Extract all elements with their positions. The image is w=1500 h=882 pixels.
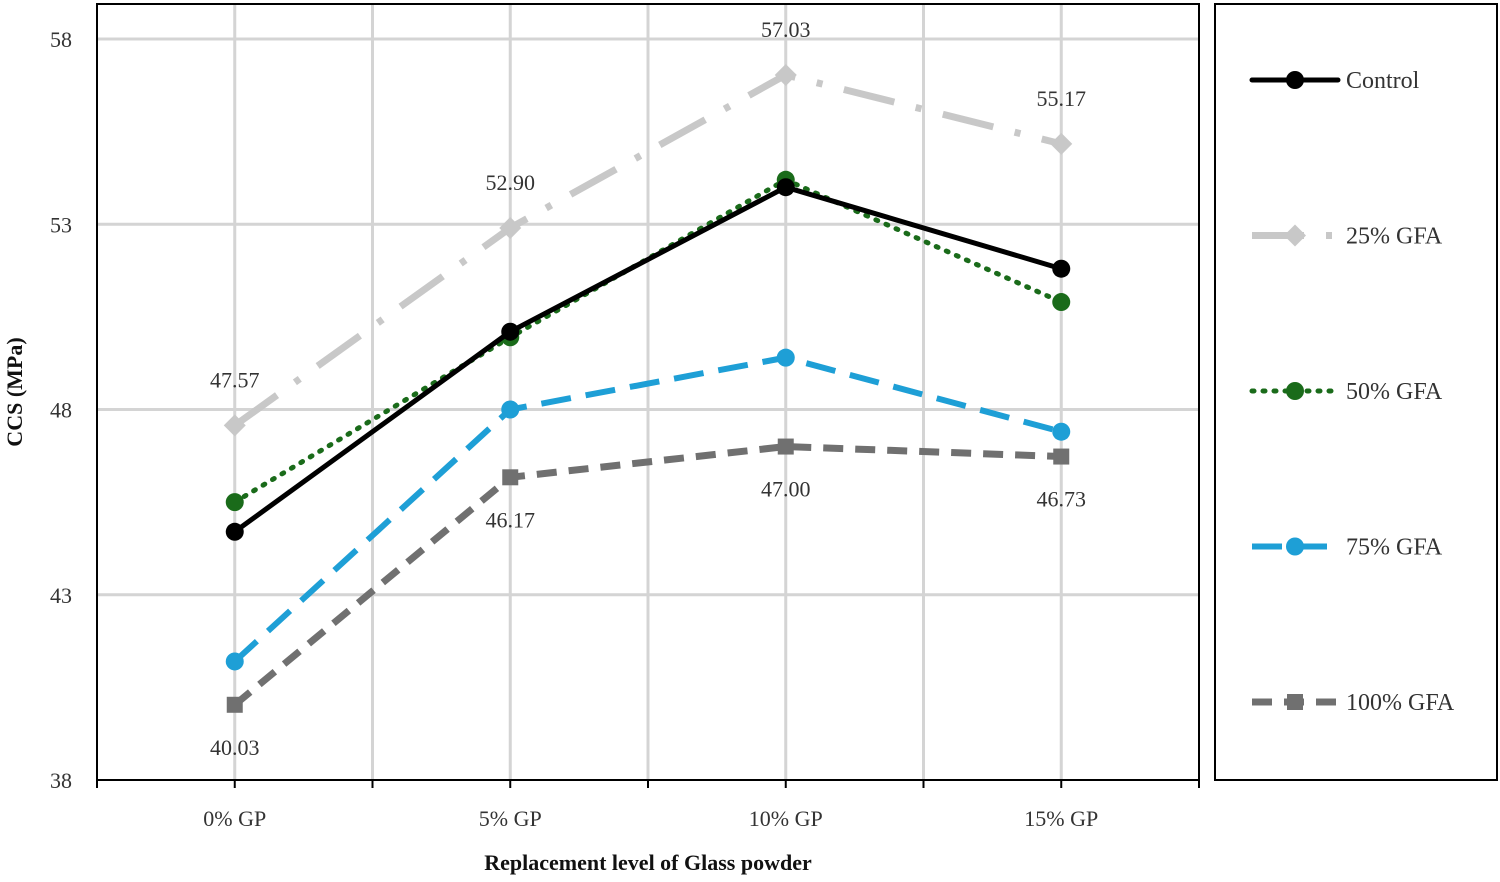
legend-label: 100% GFA — [1346, 690, 1455, 716]
legend-item-75pct-gfa: 75% GFA — [1252, 535, 1443, 561]
data-label-layer: 47.57 52.90 57.03 55.17 40.03 46.17 47.00 46.73 — [210, 17, 1086, 760]
data-label-100pct-gfa: 46.17 — [486, 507, 536, 532]
data-point-75pct-gfa — [225, 652, 244, 671]
data-point-100pct-gfa — [1053, 448, 1070, 465]
series-layer — [223, 63, 1073, 713]
series-control — [225, 178, 1071, 541]
y-tick-label: 43 — [50, 583, 72, 608]
y-tick-label: 53 — [50, 212, 72, 237]
legend-swatch-marker — [1284, 224, 1306, 247]
x-tick-label: 15% GP — [1024, 806, 1098, 831]
legend-swatch-marker — [1286, 382, 1304, 400]
legend-item-50pct-gfa: 50% GFA — [1249, 379, 1443, 405]
data-label-25pct-gfa: 55.17 — [1037, 86, 1087, 111]
data-point-25pct-gfa — [499, 216, 522, 239]
legend-swatch-marker — [1286, 537, 1304, 556]
legend-label: 75% GFA — [1346, 535, 1443, 561]
y-tick-label: 48 — [50, 398, 72, 423]
data-point-100pct-gfa — [502, 469, 519, 486]
x-axis-title: Replacement level of Glass powder — [484, 850, 812, 875]
x-tick-label: 0% GP — [203, 806, 266, 831]
legend-item-control: Control — [1249, 68, 1420, 94]
data-point-25pct-gfa — [774, 63, 797, 86]
data-label-25pct-gfa: 57.03 — [761, 17, 811, 42]
data-label-100pct-gfa: 47.00 — [761, 477, 811, 502]
series-75pct-gfa — [225, 348, 1071, 671]
legend-item-25pct-gfa: 25% GFA — [1252, 224, 1443, 250]
y-tick-label: 58 — [50, 27, 72, 52]
data-label-100pct-gfa: 40.03 — [210, 735, 260, 760]
data-point-25pct-gfa — [223, 414, 246, 437]
data-point-50pct-gfa — [1052, 293, 1071, 312]
data-label-25pct-gfa: 47.57 — [210, 367, 260, 392]
data-point-control — [501, 322, 520, 341]
data-point-75pct-gfa — [1052, 422, 1071, 441]
data-point-100pct-gfa — [226, 696, 243, 713]
data-point-control — [225, 522, 244, 541]
series-line-control — [232, 184, 1064, 535]
data-point-50pct-gfa — [225, 493, 244, 512]
legend-swatch-marker — [1286, 71, 1304, 89]
data-point-75pct-gfa — [501, 400, 520, 419]
legend: Control 25% GFA 50% GFA 75% GFA 100% GFA — [1249, 68, 1455, 716]
legend-swatch-marker — [1287, 694, 1303, 710]
data-point-100pct-gfa — [777, 438, 794, 455]
x-tick-label: 10% GP — [749, 806, 823, 831]
axis-layer: 38 43 48 53 58 0% GP 5% GP 10% GP 15% GP — [50, 27, 1200, 831]
grid-layer — [97, 4, 1199, 780]
series-25pct-gfa — [223, 63, 1073, 437]
series-100pct-gfa — [226, 438, 1070, 713]
x-tick-label: 5% GP — [479, 806, 542, 831]
data-label-100pct-gfa: 46.73 — [1037, 487, 1087, 512]
y-axis-title: CCS (MPa) — [2, 337, 27, 446]
legend-label: Control — [1346, 68, 1420, 94]
series-line-100pct-gfa — [232, 443, 1062, 708]
legend-item-100pct-gfa: 100% GFA — [1252, 690, 1455, 716]
legend-label: 50% GFA — [1346, 379, 1443, 405]
data-point-25pct-gfa — [1050, 132, 1073, 155]
y-tick-label: 38 — [50, 768, 72, 793]
legend-label: 25% GFA — [1346, 224, 1443, 250]
data-point-control — [1052, 259, 1071, 278]
data-point-control — [776, 178, 795, 197]
data-label-25pct-gfa: 52.90 — [486, 170, 536, 195]
series-line-75pct-gfa — [232, 354, 1063, 664]
data-point-75pct-gfa — [776, 348, 795, 367]
